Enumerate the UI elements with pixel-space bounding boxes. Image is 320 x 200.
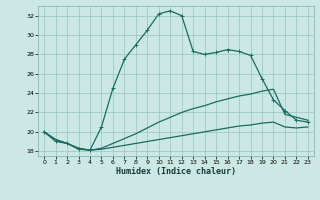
X-axis label: Humidex (Indice chaleur): Humidex (Indice chaleur) (116, 167, 236, 176)
